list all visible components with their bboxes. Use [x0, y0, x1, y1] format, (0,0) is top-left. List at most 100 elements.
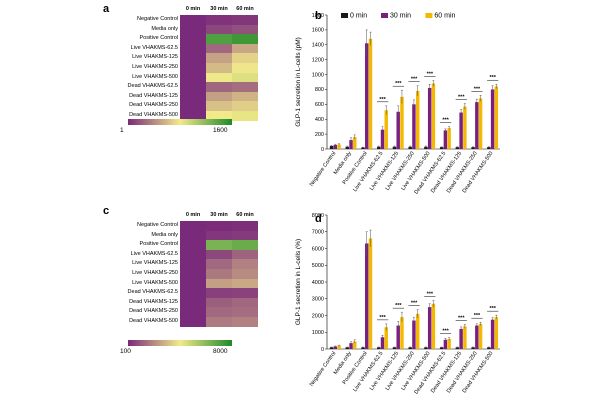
bar [455, 147, 460, 149]
y-tick-label: 1200 [312, 57, 324, 63]
heatmap_top-cell [232, 34, 258, 45]
heatmap_bottom-cell [180, 221, 206, 232]
heatmap_bottom-cell [232, 240, 258, 251]
heatmap_bottom-color-scale [128, 340, 232, 346]
significance-label: *** [427, 72, 434, 78]
bar [494, 317, 499, 349]
y-tick-label: 2000 [312, 313, 324, 319]
significance-label: *** [379, 315, 386, 321]
bar [353, 137, 357, 149]
bar [333, 144, 338, 149]
bar [329, 347, 334, 349]
bar [412, 320, 416, 349]
bar [412, 104, 416, 149]
bar [337, 144, 341, 149]
bar [361, 347, 365, 349]
heatmap_top-color-scale [128, 119, 232, 125]
y-tick-label: 0 [321, 347, 324, 353]
heatmap_top-cell [180, 111, 206, 122]
bar [494, 86, 499, 149]
bar [396, 325, 400, 349]
bar [384, 110, 388, 149]
heatmap_bottom-row-label: Live VHAKMS-125 [132, 260, 178, 267]
heatmap_top-col-label: 0 min [185, 6, 201, 12]
heatmap_top-cell [232, 24, 258, 35]
y-tick-label: 1000 [312, 330, 324, 336]
heatmap_bottom-row-label: Positive Control [139, 241, 178, 248]
heatmap_top-cell [206, 34, 232, 45]
legend-swatch [425, 13, 433, 18]
heatmap_bottom-cell [180, 297, 206, 308]
heatmap_bottom-cell [180, 278, 206, 289]
heatmap_top-cell [206, 111, 232, 122]
heatmap_bottom-cell [232, 297, 258, 308]
category-label: Negative Control [309, 351, 337, 388]
heatmap_bottom-cell [206, 297, 232, 308]
heatmap_bottom-cell [232, 230, 258, 241]
y-tick-label: 8000 [312, 213, 324, 219]
bar [431, 83, 436, 149]
heatmap_bottom-cell [232, 288, 258, 299]
heatmap_bottom-cell [232, 259, 258, 270]
significance-label: *** [474, 86, 481, 92]
heatmap_top-cell [232, 82, 258, 93]
heatmap_top-cell [232, 43, 258, 54]
heatmap_bottom-row-label: Live VHAKMS-500 [132, 279, 178, 286]
heatmap_bottom-row-label: Media only [151, 231, 178, 238]
legend-swatch [381, 13, 388, 18]
heatmap_bottom-cell [206, 307, 232, 318]
heatmap_bottom-col-label: 60 min [236, 212, 254, 218]
bar [459, 112, 463, 149]
heatmap_top-row-label: Positive Control [139, 35, 178, 42]
heatmap_top-cell [232, 15, 258, 26]
bar [365, 43, 369, 149]
significance-label: *** [490, 75, 497, 81]
heatmap_bottom-cell [232, 249, 258, 260]
bar [463, 106, 467, 149]
heatmap_top-cell [180, 53, 206, 64]
y-tick-label: 6000 [312, 246, 324, 252]
heatmap_bottom-cell [180, 307, 206, 318]
panel-label-d: d [315, 213, 322, 225]
bar [345, 347, 350, 349]
bar [490, 319, 495, 349]
significance-label: *** [427, 291, 434, 297]
bar [463, 326, 467, 349]
heatmap_top-cell [206, 24, 232, 35]
y-tick-label: 0 [321, 147, 324, 153]
heatmap_top-cell [180, 24, 206, 35]
bar [478, 323, 483, 349]
y-tick-label: 5000 [312, 263, 324, 269]
legend-label: 0 min [350, 13, 367, 20]
heatmap_bottom-row-label: Dead VHAKMS-500 [129, 318, 178, 324]
y-tick-label: 400 [315, 117, 324, 123]
bar [396, 111, 400, 149]
bar-chart-percent: 0 1000 2000 3000 4000 5000 6000 7000 8000 GLP-1 s… [295, 213, 500, 395]
significance-label: *** [379, 97, 386, 103]
bar [424, 347, 428, 349]
bar [400, 96, 404, 149]
heatmap_top-row-label: Media only [151, 25, 178, 32]
heatmap_top-cell [206, 43, 232, 54]
heatmap_top-cell [206, 82, 232, 93]
bar [459, 328, 463, 349]
heatmap_top-cell [180, 101, 206, 112]
heatmap_top-cell [232, 101, 258, 112]
heatmap_bottom-cell [180, 240, 206, 251]
bar [487, 147, 491, 149]
y-tick-label: 7000 [312, 230, 324, 236]
heatmap_top-cell [232, 111, 258, 122]
heatmap_top-cell [180, 15, 206, 26]
legend-swatch [341, 13, 348, 18]
heatmap_bottom-cell [232, 269, 258, 280]
bar [455, 347, 460, 349]
bar [443, 130, 448, 149]
y-tick-label: 1800 [312, 13, 324, 19]
y-tick-label: 600 [315, 102, 324, 108]
bar [415, 90, 420, 149]
heatmap_top-scale-max: 1600 [213, 127, 228, 134]
panel-label-b: b [315, 10, 322, 22]
significance-label: *** [442, 118, 449, 124]
bar [337, 345, 341, 349]
significance-label: *** [395, 81, 402, 87]
